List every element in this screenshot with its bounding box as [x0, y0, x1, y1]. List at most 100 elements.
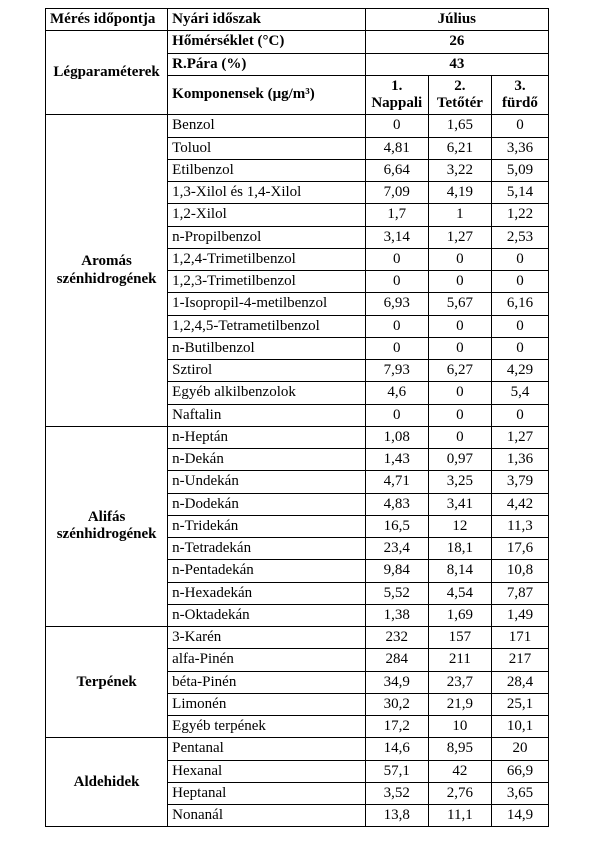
value-cell: 0: [428, 426, 491, 448]
value-cell: 4,54: [428, 582, 491, 604]
component-name: Toluol: [168, 137, 366, 159]
value-cell: 0: [428, 404, 491, 426]
value-cell: 284: [365, 649, 428, 671]
value-cell: 3,79: [491, 471, 548, 493]
value-cell: 0,97: [428, 449, 491, 471]
component-name: Naftalin: [168, 404, 366, 426]
value-cell: 21,9: [428, 693, 491, 715]
group-title: Terpének: [46, 627, 168, 738]
value-cell: 14,6: [365, 738, 428, 760]
component-name: 1,2,4-Trimetilbenzol: [168, 248, 366, 270]
value-cell: 0: [428, 315, 491, 337]
value-cell: 5,4: [491, 382, 548, 404]
header-row-2: Légparaméterek Hőmérséklet (°C) 26: [46, 31, 549, 53]
component-name: n-Butilbenzol: [168, 337, 366, 359]
header-col2: 2. Tetőtér: [428, 75, 491, 115]
value-cell: 28,4: [491, 671, 548, 693]
component-name: 3-Karén: [168, 627, 366, 649]
value-cell: 3,25: [428, 471, 491, 493]
component-name: Nonanál: [168, 805, 366, 827]
component-name: n-Hexadekán: [168, 582, 366, 604]
component-name: n-Dekán: [168, 449, 366, 471]
value-cell: 1,22: [491, 204, 548, 226]
group-title: Aldehidek: [46, 738, 168, 827]
value-cell: 0: [428, 382, 491, 404]
value-cell: 4,42: [491, 493, 548, 515]
value-cell: 5,14: [491, 182, 548, 204]
value-cell: 217: [491, 649, 548, 671]
value-cell: 18,1: [428, 538, 491, 560]
value-cell: 4,83: [365, 493, 428, 515]
value-cell: 6,93: [365, 293, 428, 315]
value-cell: 6,64: [365, 159, 428, 181]
value-cell: 7,87: [491, 582, 548, 604]
value-cell: 1,7: [365, 204, 428, 226]
value-cell: 42: [428, 760, 491, 782]
value-cell: 12: [428, 515, 491, 537]
value-cell: 0: [491, 404, 548, 426]
header-col2-a: 2.: [454, 78, 465, 94]
value-cell: 7,09: [365, 182, 428, 204]
header-rpara-label: R.Pára (%): [168, 53, 366, 75]
value-cell: 0: [428, 337, 491, 359]
value-cell: 0: [428, 248, 491, 270]
page: Mérés időpontja Nyári időszak Július Lég…: [0, 0, 609, 847]
value-cell: 0: [365, 115, 428, 137]
header-col2-b: Tetőtér: [437, 95, 483, 111]
value-cell: 5,67: [428, 293, 491, 315]
component-name: Egyéb alkilbenzolok: [168, 382, 366, 404]
table-row: Terpének3-Karén232157171: [46, 627, 549, 649]
value-cell: 66,9: [491, 760, 548, 782]
value-cell: 23,7: [428, 671, 491, 693]
value-cell: 23,4: [365, 538, 428, 560]
component-name: 1-Isopropil-4-metilbenzol: [168, 293, 366, 315]
header-rpara-value: 43: [365, 53, 548, 75]
component-name: n-Tetradekán: [168, 538, 366, 560]
value-cell: 7,93: [365, 360, 428, 382]
component-name: Limonén: [168, 693, 366, 715]
value-cell: 1: [428, 204, 491, 226]
table-row: AromásszénhidrogénekBenzol01,650: [46, 115, 549, 137]
value-cell: 20: [491, 738, 548, 760]
header-homerseklet-label: Hőmérséklet (°C): [168, 31, 366, 53]
value-cell: 4,71: [365, 471, 428, 493]
value-cell: 16,5: [365, 515, 428, 537]
value-cell: 0: [491, 337, 548, 359]
value-cell: 0: [365, 271, 428, 293]
value-cell: 4,6: [365, 382, 428, 404]
header-homerseklet-value: 26: [365, 31, 548, 53]
value-cell: 17,6: [491, 538, 548, 560]
value-cell: 5,52: [365, 582, 428, 604]
value-cell: 3,65: [491, 782, 548, 804]
value-cell: 1,27: [491, 426, 548, 448]
header-col3-a: 3.: [514, 78, 525, 94]
component-name: n-Tridekán: [168, 515, 366, 537]
value-cell: 8,95: [428, 738, 491, 760]
data-body: AromásszénhidrogénekBenzol01,650Toluol4,…: [46, 115, 549, 827]
component-name: Egyéb terpének: [168, 716, 366, 738]
value-cell: 4,19: [428, 182, 491, 204]
value-cell: 17,2: [365, 716, 428, 738]
value-cell: 3,41: [428, 493, 491, 515]
component-name: 1,2,4,5-Tetrametilbenzol: [168, 315, 366, 337]
value-cell: 10: [428, 716, 491, 738]
value-cell: 1,43: [365, 449, 428, 471]
component-name: n-Dodekán: [168, 493, 366, 515]
value-cell: 157: [428, 627, 491, 649]
value-cell: 5,09: [491, 159, 548, 181]
component-name: n-Heptán: [168, 426, 366, 448]
value-cell: 4,81: [365, 137, 428, 159]
component-name: Pentanal: [168, 738, 366, 760]
component-name: Benzol: [168, 115, 366, 137]
value-cell: 3,14: [365, 226, 428, 248]
component-name: 1,2-Xilol: [168, 204, 366, 226]
header-row-1: Mérés időpontja Nyári időszak Július: [46, 9, 549, 31]
component-name: 1,3-Xilol és 1,4-Xilol: [168, 182, 366, 204]
value-cell: 1,38: [365, 604, 428, 626]
header-col3-b: fürdő: [502, 95, 538, 111]
value-cell: 171: [491, 627, 548, 649]
header-komponensek-label: Komponensek (μg/m³): [168, 75, 366, 115]
component-name: n-Oktadekán: [168, 604, 366, 626]
value-cell: 6,16: [491, 293, 548, 315]
value-cell: 0: [365, 248, 428, 270]
